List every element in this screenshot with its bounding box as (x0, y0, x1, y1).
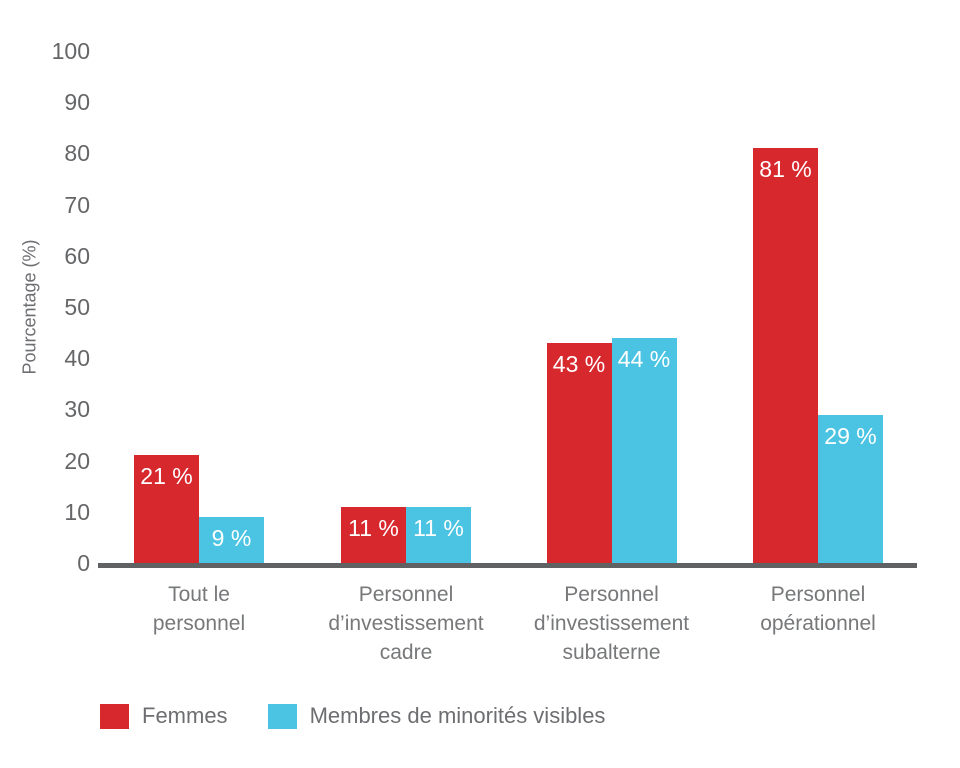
y-tick-label: 70 (64, 191, 90, 218)
legend-swatch-icon (100, 703, 129, 729)
legend: Femmes Membres de minorités visibles (100, 703, 605, 729)
y-tick-label: 0 (77, 550, 90, 576)
bar-value-label: 43 % (552, 350, 606, 377)
bar-value-label: 11 % (348, 514, 399, 541)
bar-value-label: 9 % (211, 524, 252, 551)
x-axis-line (98, 563, 917, 568)
category-label-0: Tout le personnel (152, 583, 246, 635)
bar-value-label: 29 % (824, 422, 877, 449)
category-label-1: Personnel d’investissement cadre (328, 583, 484, 664)
y-tick-label: 20 (64, 447, 90, 474)
legend-label: Membres de minorités visibles (309, 703, 606, 728)
bar-minorites-3: 29 % (818, 414, 883, 563)
bar-value-label: 11 % (413, 514, 464, 541)
legend-item-minorites: Membres de minorités visibles (267, 703, 606, 729)
legend-item-femmes: Femmes (100, 703, 228, 729)
bar-minorites-0: 9 % (199, 516, 264, 563)
y-tick-label: 10 (64, 498, 90, 525)
bar-femmes-3: 81 % (753, 148, 818, 563)
category-label-3: Personnel opérationnel (760, 583, 876, 635)
y-tick-label: 90 (64, 89, 90, 116)
bar-minorites-2: 44 % (611, 337, 677, 563)
bar-value-label: 81 % (759, 156, 812, 183)
y-tick-label: 80 (64, 140, 90, 167)
legend-label: Femmes (142, 703, 228, 728)
bar-minorites-1: 11 % (406, 506, 471, 563)
bar-femmes-2: 43 % (546, 342, 612, 563)
category-label-2: Personnel d’investissement subalterne (533, 583, 690, 664)
y-tick-label: 60 (64, 242, 90, 269)
bar-value-label: 44 % (617, 345, 671, 372)
y-tick-label: 30 (64, 396, 90, 423)
legend-swatch-icon (267, 703, 297, 729)
y-tick-label: 40 (64, 345, 90, 372)
y-tick-label: 100 (51, 38, 90, 64)
y-tick-label: 50 (64, 294, 90, 320)
bar-femmes-0: 21 % (134, 455, 199, 563)
bar-femmes-1: 11 % (341, 506, 406, 563)
bar-value-label: 21 % (140, 463, 193, 490)
